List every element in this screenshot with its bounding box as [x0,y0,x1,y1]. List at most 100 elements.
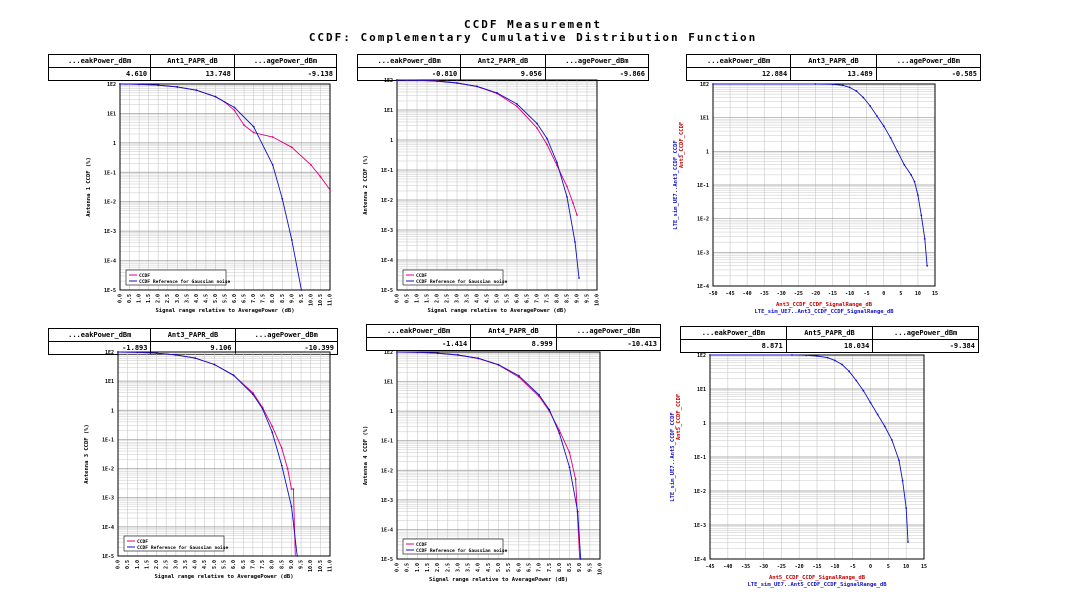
grid [709,354,925,560]
data-point [477,357,480,360]
data-point [816,355,818,357]
data-point [176,86,179,88]
table-header: Ant1_PAPR_dB [150,54,235,68]
x-tick-label: 4.5 [486,563,492,572]
data-point [290,488,293,490]
y-tick-label: 1E-3 [104,229,116,235]
ccdf-plot: 1E2 1E1 1 1E-1 1E-2 1E-3 1E-4 1E-50.0 0.5 1.0 1.5 2… [84,350,334,580]
x-tick-label: 9.0 [289,560,295,569]
data-point [538,393,540,396]
x-tick-label: 2.0 [154,560,160,569]
plot-frame [396,351,601,560]
x-tick-label: 0.5 [127,294,133,303]
y-tick-label: 1E-1 [697,183,709,189]
legend-label: CCDF Reference for Gaussian noise [416,279,508,285]
x-tick-label: 9.5 [585,294,591,303]
y-tick-label: 1E1 [384,380,393,386]
data-point [294,555,297,557]
data-point [814,83,817,85]
data-point [157,84,160,87]
y-tick-label: 1 [113,141,116,147]
x-tick-label: -30 [759,564,768,570]
x-tick-label: -40 [743,291,752,297]
x-tick-label: -25 [777,564,786,570]
x-axis-label: Ant5_CCDF_CCDF_SignalRange_dB [769,575,866,581]
data-point [329,189,331,191]
data-point [195,89,198,92]
data-point [903,163,906,166]
data-point [396,351,398,353]
data-point [568,466,571,469]
x-tick-label: 1.5 [425,563,431,572]
x-tick-label: 5.0 [212,560,218,569]
data-point [271,164,274,166]
data-point [296,555,299,557]
data-point [913,180,916,183]
data-point [271,431,274,434]
table-header: ...eakPower_dBm [47,54,152,68]
x-tick-label: -5 [850,564,856,570]
y-tick-label: 1E-3 [381,498,393,504]
x-axis-label: Signal range relative to AveragePower (d… [429,577,568,583]
x-axis-label: Signal range relative to AveragePower (d… [427,308,566,314]
table-header: ...eakPower_dBm [356,54,462,68]
y-tick-label: 1E-2 [381,468,393,474]
x-tick-label: 8.5 [279,560,285,569]
x-tick-label: 3.5 [183,560,189,569]
data-point [572,202,574,204]
data-point [896,150,899,153]
y-tick-label: 1 [390,409,393,415]
table-header: ...eakPower_dBm [680,326,787,340]
measurement-table: ...eakPower_dBm Ant1_PAPR_dB ...agePower_d… [47,54,338,81]
data-point [261,407,264,410]
x-tick-label: -10 [845,291,854,297]
plot-frame [396,79,598,291]
x-tick-label: 6.0 [231,560,237,569]
data-point [119,83,121,85]
x-tick-label: 4.5 [202,560,208,569]
y-tick-label: 1E2 [697,353,706,359]
ccdf-plot: 1E2 1E1 1 1E-1 1E-2 1E-3 1E-4-45 -40 -35 -30 -25 -2… [670,353,927,588]
data-point [848,370,850,373]
plot-frame [119,83,331,291]
table-header: ...agePower_dBm [544,54,650,68]
x-tick-label: -45 [726,291,735,297]
y-tick-label: 1E-1 [381,439,393,445]
y-tick-label: 1E-4 [694,557,706,563]
data-point [252,125,255,128]
table-header: Ant5_PAPR_dB [785,326,874,340]
table-cell: 9.056 [460,67,546,81]
table-header: ...eakPower_dBm [47,328,152,342]
legend-label: CCDF Reference for Gaussian noise [139,279,231,285]
ccdf-plot: 1E2 1E1 1 1E-1 1E-2 1E-3 1E-4 1E-50.0 0.5 1.0 1.5 2… [86,82,334,314]
x-tick-label: 4.0 [194,294,200,303]
table-cell: -1.414 [365,337,472,351]
y-tick-label: 1E-4 [697,284,709,290]
legend-box [402,538,504,555]
data-point [243,124,245,127]
data-point [456,82,458,84]
table-cell: 4.610 [47,67,152,81]
x-tick-label: 7.0 [537,563,543,572]
y-tick-label: 1E-1 [381,168,393,174]
table-cell: 8.999 [470,337,557,351]
table-header: Ant4_PAPR_dB [470,324,557,338]
data-point [578,277,580,279]
x-tick-label: 10.0 [595,294,601,306]
data-point [869,401,872,404]
data-point [805,354,808,357]
y-tick-label: 1 [111,408,114,414]
y-tick-label: 1E2 [384,350,393,356]
x-tick-label: 1.0 [415,294,421,303]
data-point [876,413,879,416]
x-tick-label: 10 [903,564,909,570]
data-point [155,352,158,355]
grid [117,351,331,557]
data-point [286,467,289,470]
y-tick-label: 1E1 [105,379,114,385]
table-cell: -9.384 [872,339,979,353]
y-tick-label: 1E-2 [694,489,706,495]
data-point [833,359,836,362]
